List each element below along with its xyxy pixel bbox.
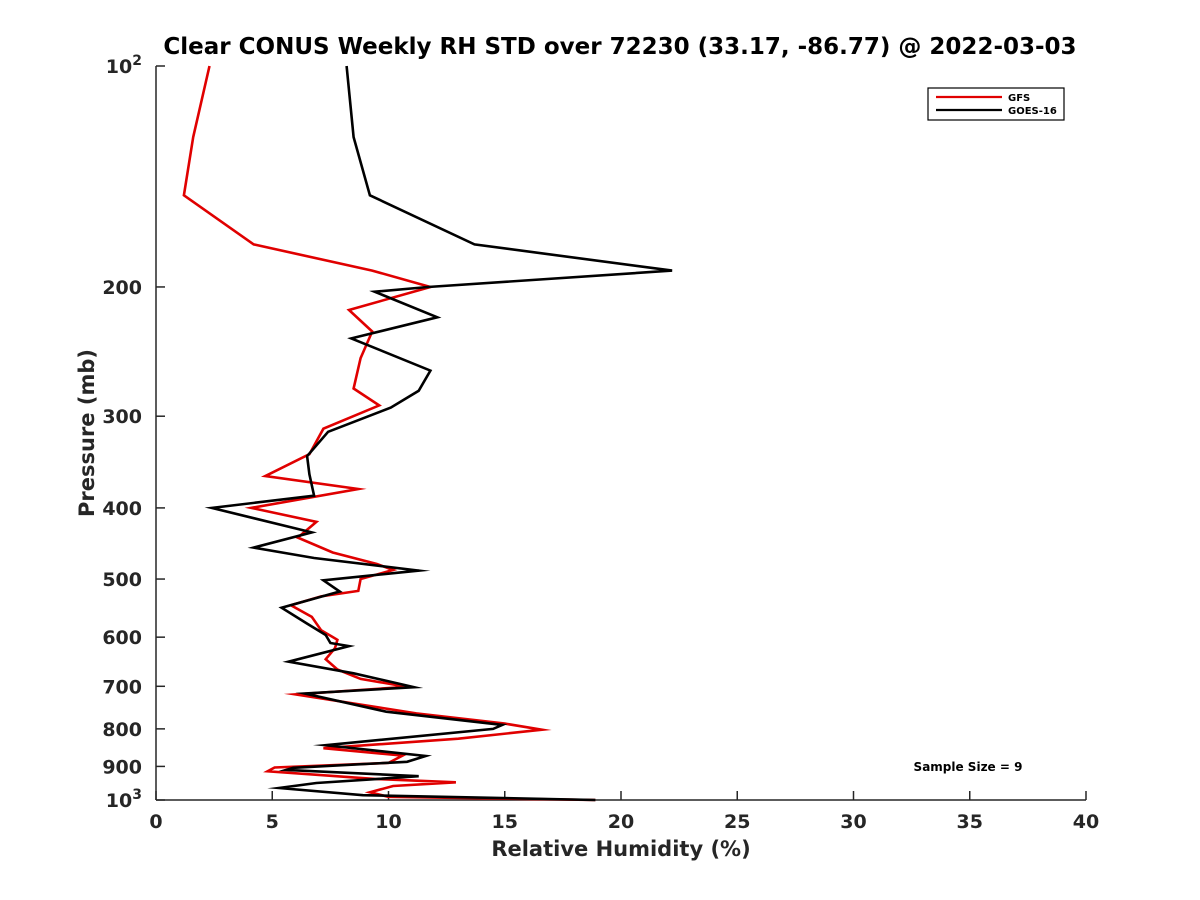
legend-label-gfs: GFS	[1008, 93, 1030, 104]
y-tick-label: 200	[102, 277, 142, 299]
y-tick-label: 103	[106, 787, 142, 812]
y-tick-label: 300	[102, 406, 142, 428]
x-tick-label: 25	[724, 811, 750, 833]
sample-size-annotation: Sample Size = 9	[914, 760, 1023, 774]
y-axis-ticks: 102 200 300 400 500 600 700 800 900 103	[102, 53, 165, 812]
x-tick-label: 30	[840, 811, 866, 833]
y-tick-label: 600	[102, 627, 142, 649]
x-axis-ticks: 0 5 10 15 20 25 30 35 40	[149, 791, 1099, 833]
x-tick-label: 40	[1073, 811, 1099, 833]
x-tick-label: 5	[266, 811, 279, 833]
y-axis-label: Pressure (mb)	[75, 349, 99, 517]
y-tick-label: 400	[102, 498, 142, 520]
legend-label-goes16: GOES-16	[1008, 106, 1057, 117]
legend-box	[927, 87, 1065, 121]
y-tick-label: 900	[102, 756, 142, 778]
y-tick-label: 500	[102, 569, 142, 591]
series-lines	[182, 65, 673, 802]
x-tick-label: 10	[375, 811, 401, 833]
y-tick-label: 102	[106, 53, 142, 78]
legend: GFS GOES-16	[927, 87, 1065, 121]
x-axis-label: Relative Humidity (%)	[491, 837, 750, 861]
chart-title: Clear CONUS Weekly RH STD over 72230 (33…	[163, 34, 1076, 60]
x-tick-label: 0	[149, 811, 162, 833]
series-line-goes16	[204, 65, 673, 802]
x-tick-label: 35	[957, 811, 983, 833]
x-tick-label: 20	[608, 811, 634, 833]
y-tick-label: 700	[102, 676, 142, 698]
y-tick-label: 800	[102, 719, 142, 741]
x-tick-label: 15	[492, 811, 518, 833]
